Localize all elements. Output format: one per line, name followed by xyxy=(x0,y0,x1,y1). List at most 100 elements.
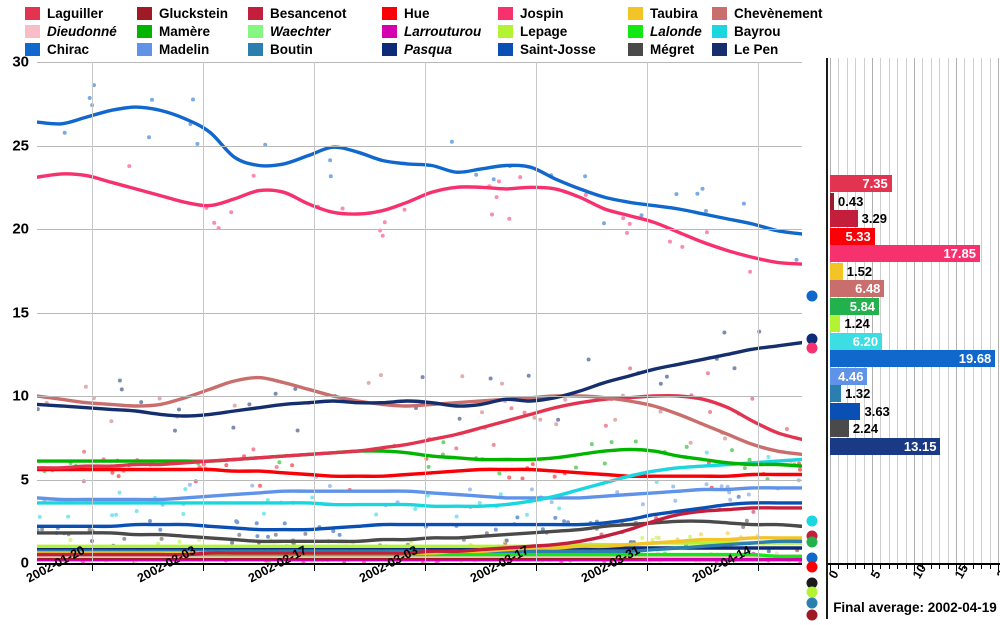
bar-value-label: 1.52 xyxy=(846,263,873,279)
legend-item-undefined[interactable]: Pasqua xyxy=(382,40,452,58)
x-axis-line xyxy=(37,563,802,565)
bar-value-label: 6.48 xyxy=(855,281,881,296)
bar-minor-gridline xyxy=(973,58,974,563)
bar-plot-area: 7.35 0.43 3.29 5.33 17.85 1.52 6.48 5.84 1.24 6.2… xyxy=(828,58,1000,563)
bar-x-tick-mark xyxy=(906,565,907,569)
bar-value-label: 5.84 xyxy=(849,298,876,314)
legend-item-undefined[interactable]: Chevènement xyxy=(712,4,823,22)
bar-x-tick-mark xyxy=(981,565,982,569)
legend-label: Boutin xyxy=(270,41,313,57)
legend-item-undefined[interactable]: Laguiller xyxy=(25,4,103,22)
vertical-gridline xyxy=(647,62,648,563)
bar-Bayrou[interactable]: 6.20 xyxy=(830,332,883,350)
bar-Saint-Josse[interactable]: 3.63 xyxy=(830,402,890,420)
bar-Jospin[interactable]: 17.85 xyxy=(830,245,980,262)
bar-Le Pen[interactable]: 13.15 xyxy=(830,437,941,455)
bar-value-label: 1.24 xyxy=(844,316,870,331)
bar-Hue[interactable]: 5.33 xyxy=(830,227,875,245)
bar-x-tick-mark xyxy=(956,565,957,571)
legend-item-undefined[interactable]: Waechter xyxy=(248,22,331,40)
horizontal-gridline xyxy=(37,479,802,481)
final-dot-Hue xyxy=(806,561,818,573)
horizontal-gridline xyxy=(37,396,802,397)
bar-x-tick-mark xyxy=(838,565,839,569)
line-series-Mégret xyxy=(37,519,802,544)
bar-x-tick-mark xyxy=(973,565,974,569)
line-series-Bayrou xyxy=(37,457,802,509)
legend-item-undefined[interactable]: Madelin xyxy=(137,40,209,58)
bar-x-tick-mark xyxy=(922,565,923,569)
legend-item-undefined[interactable]: Lalonde xyxy=(628,22,702,40)
y-tick-label: 5 xyxy=(20,471,29,488)
legend-label: Chirac xyxy=(47,41,90,57)
bar-minor-gridline xyxy=(880,58,881,563)
x-tick-mark xyxy=(425,565,426,571)
horizontal-gridline xyxy=(37,229,802,230)
bar-Chevènement[interactable]: 6.48 xyxy=(830,280,885,297)
bar-value-label: 7.35 xyxy=(862,176,888,191)
legend-item-undefined[interactable]: Hue xyxy=(382,4,430,22)
bar-value-label: 1.32 xyxy=(845,386,871,401)
bar-major-gridline xyxy=(914,58,915,563)
bar-x-tick-label: 15 xyxy=(952,561,972,581)
final-value-dots xyxy=(802,120,822,625)
line-series-Besancenot xyxy=(37,506,802,557)
bar-Besancenot[interactable]: 3.29 xyxy=(830,210,887,227)
legend-item-undefined[interactable]: Gluckstein xyxy=(137,4,228,22)
legend-label: Jospin xyxy=(520,5,564,21)
bar-Laguiller[interactable]: 7.35 xyxy=(830,175,892,192)
final-dot-Mégret xyxy=(806,577,818,589)
legend-item-undefined[interactable]: Taubira xyxy=(628,4,698,22)
legend-item-undefined[interactable]: Saint-Josse xyxy=(498,40,596,58)
legend-item-undefined[interactable]: Chirac xyxy=(25,40,89,58)
line-series-Le Pen xyxy=(37,340,802,418)
bar-x-tick-mark xyxy=(864,565,865,569)
bar-value-label: 19.68 xyxy=(958,351,992,366)
line-series-Laguiller xyxy=(37,393,802,470)
final-dot-Gluckstein xyxy=(806,609,818,621)
x-axis-labels: 2002-01-20 2002-02-03 2002-02-17 2002-03-03… xyxy=(24,543,802,619)
legend-item-undefined[interactable]: Bayrou xyxy=(712,22,781,40)
x-tick-mark xyxy=(647,565,648,571)
bar-value-label: 3.29 xyxy=(861,211,887,226)
bar-Madelin[interactable]: 4.46 xyxy=(830,367,868,385)
bar-major-gridline xyxy=(956,58,957,563)
legend-item-undefined[interactable]: Besancenot xyxy=(248,4,347,22)
bar-x-tick-mark xyxy=(931,565,932,569)
bar-x-tick-mark xyxy=(939,565,940,569)
legend-swatch-icon xyxy=(382,24,397,38)
bar-x-tick-mark xyxy=(830,565,831,571)
line-series-Chirac xyxy=(37,105,802,236)
bar-Chirac[interactable]: 19.68 xyxy=(830,350,996,367)
line-series-Chevènement xyxy=(37,375,802,457)
bar-Gluckstein[interactable]: 0.43 xyxy=(830,192,863,210)
legend-label: Taubira xyxy=(650,5,698,21)
legend-label: Bayrou xyxy=(734,23,781,39)
legend-item-undefined[interactable]: Lepage xyxy=(498,22,567,40)
bar-value-label: 0.43 xyxy=(838,193,864,209)
y-tick-label: 10 xyxy=(12,387,29,405)
legend-item-undefined[interactable]: Le Pen xyxy=(712,40,778,58)
final-dot-Pasqua xyxy=(806,333,818,345)
line-series-group xyxy=(37,83,802,563)
legend-item-undefined[interactable]: Mamère xyxy=(137,22,210,40)
bar-minor-gridline xyxy=(931,58,932,563)
legend-swatch-icon xyxy=(628,42,643,56)
legend-item-undefined[interactable]: Dieudonné xyxy=(25,22,117,40)
bar-Lepage[interactable]: 1.24 xyxy=(830,315,870,332)
bar-Boutin[interactable]: 1.32 xyxy=(830,385,870,402)
legend-swatch-icon xyxy=(712,42,727,56)
bar-Mégret[interactable]: 2.24 xyxy=(830,420,878,437)
bar-Taubira[interactable]: 1.52 xyxy=(830,262,872,280)
y-tick-label: 25 xyxy=(12,137,29,154)
legend-item-undefined[interactable]: Jospin xyxy=(498,4,564,22)
legend-item-undefined[interactable]: Mégret xyxy=(628,40,694,58)
bar-Mamère[interactable]: 5.84 xyxy=(830,297,880,315)
y-axis: 0 5 10 15 20 25 30 xyxy=(0,54,34,572)
legend-item-undefined[interactable]: Larrouturou xyxy=(382,22,481,40)
legend-item-undefined[interactable]: Boutin xyxy=(248,40,313,58)
legend-swatch-icon xyxy=(712,24,727,38)
legend-swatch-icon xyxy=(137,6,152,20)
horizontal-gridline xyxy=(37,312,802,314)
legend-label: Larrouturou xyxy=(404,23,482,39)
